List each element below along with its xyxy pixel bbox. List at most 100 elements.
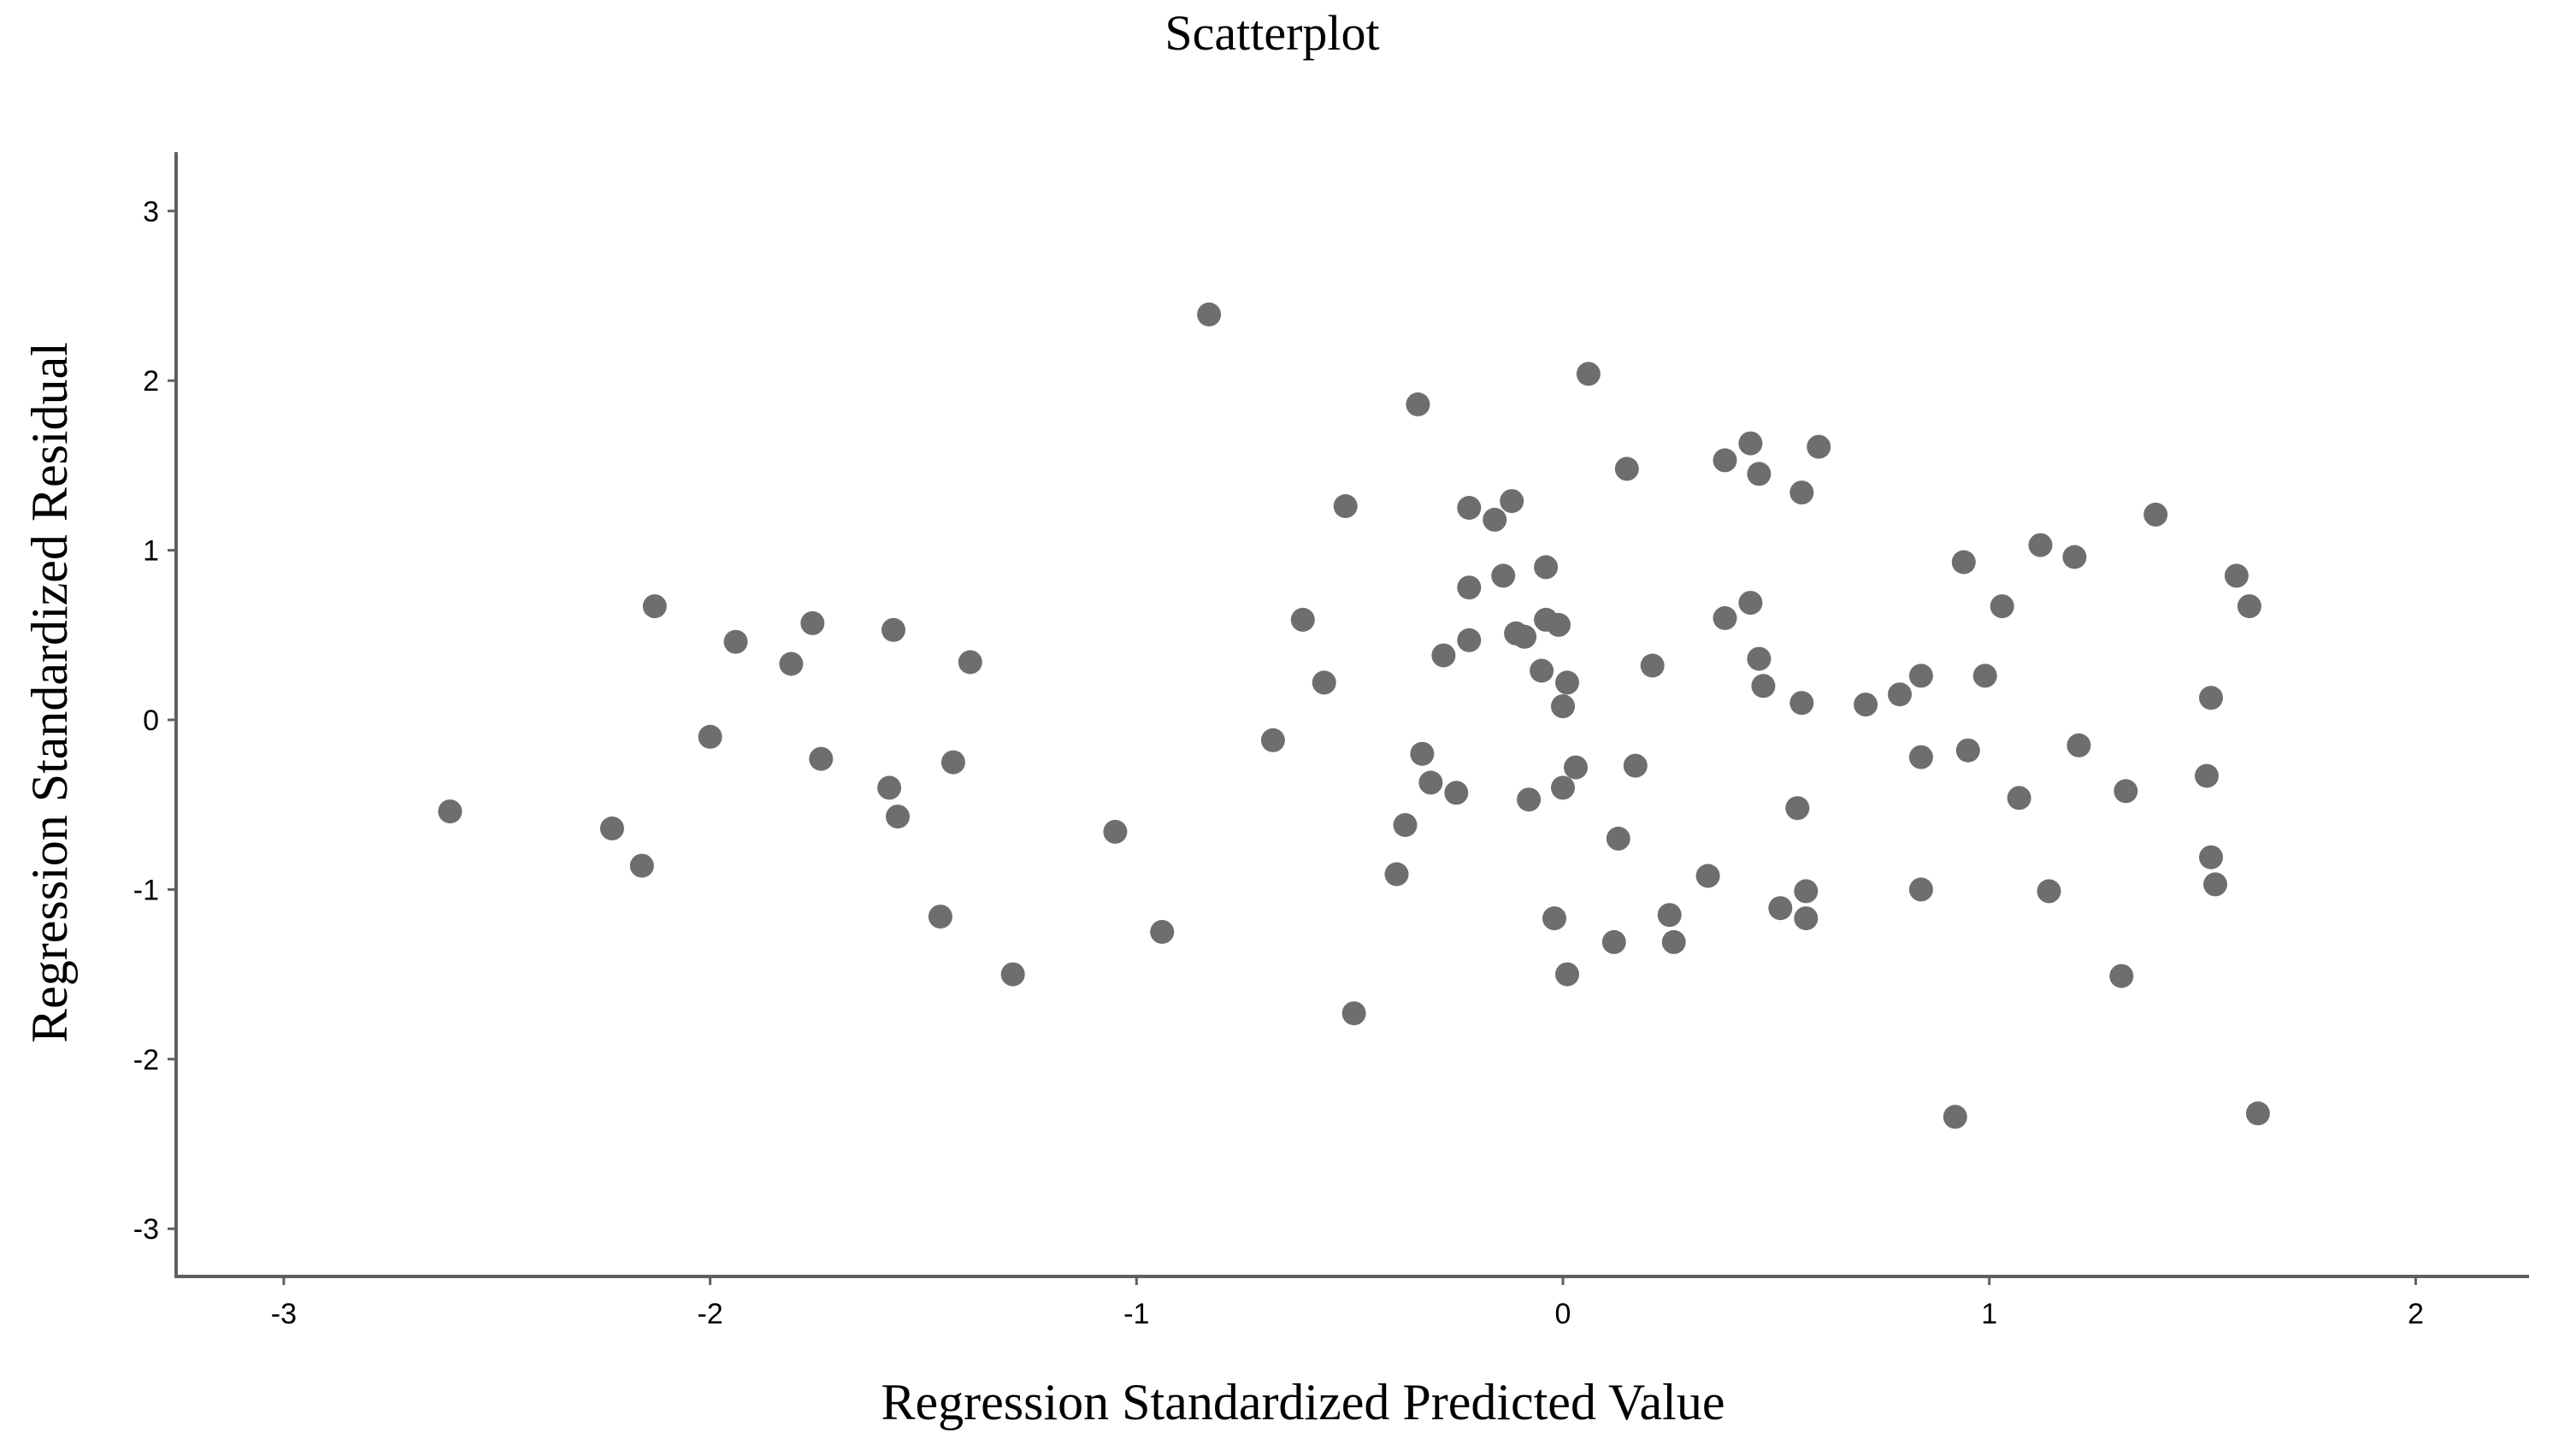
data-point <box>1431 643 1456 668</box>
y-tick-label: -2 <box>133 1044 159 1076</box>
x-tick-label: 0 <box>1555 1298 1571 1330</box>
y-axis-label: Regression Standardized Residual <box>21 342 78 1043</box>
data-point <box>1747 462 1772 486</box>
data-point <box>2007 786 2031 811</box>
data-point <box>779 651 804 676</box>
data-point <box>1406 392 1430 416</box>
data-point <box>1943 1105 1967 1129</box>
data-point <box>698 724 722 749</box>
data-point <box>2114 779 2138 804</box>
data-point <box>2143 502 2168 527</box>
data-point <box>881 617 905 642</box>
ticks: -3 -2 -1 0 1 2 -3 -2 -1 0 1 2 3 <box>133 196 2424 1330</box>
data-point <box>1457 575 1482 600</box>
data-point <box>1747 646 1772 671</box>
data-point <box>2067 733 2091 757</box>
data-point <box>1444 781 1469 805</box>
data-point <box>1789 691 1814 716</box>
data-point <box>1657 903 1682 928</box>
data-point <box>1542 906 1566 931</box>
data-point <box>1738 431 1763 456</box>
data-point <box>723 629 748 654</box>
data-point <box>886 805 910 829</box>
data-point <box>2237 594 2261 619</box>
data-point <box>1547 612 1571 637</box>
data-point <box>1794 906 1819 931</box>
data-point <box>2224 563 2249 588</box>
data-point <box>1551 694 1575 719</box>
data-point <box>1000 962 1025 987</box>
data-point <box>1517 787 1542 812</box>
data-point <box>2199 845 2223 869</box>
data-point <box>2199 686 2223 710</box>
data-point <box>1640 653 1665 678</box>
data-point <box>877 775 902 800</box>
x-tick-label: -3 <box>271 1298 297 1330</box>
data-point <box>1789 480 1814 505</box>
x-axis-label: Regression Standardized Predicted Value <box>881 1374 1725 1430</box>
x-tick-label: -1 <box>1123 1298 1149 1330</box>
data-point <box>1713 448 1737 473</box>
data-point <box>1713 606 1737 630</box>
data-point <box>642 594 667 619</box>
y-tick-label: 1 <box>143 535 159 568</box>
data-point <box>1606 826 1630 851</box>
data-point <box>1564 755 1588 780</box>
data-point <box>1341 1001 1366 1026</box>
data-point <box>1333 494 1358 518</box>
data-point <box>800 610 825 635</box>
data-point <box>1312 670 1336 695</box>
x-tick-label: -2 <box>697 1298 722 1330</box>
data-point <box>1738 591 1763 616</box>
data-point <box>1534 555 1559 580</box>
data-point <box>928 905 952 929</box>
data-point <box>1150 920 1175 944</box>
data-point <box>2245 1101 2270 1126</box>
data-point <box>2109 964 2134 988</box>
data-point <box>1908 877 1933 902</box>
y-tick-label: -3 <box>133 1213 159 1246</box>
data-point <box>1601 929 1626 954</box>
data-point <box>1290 607 1315 632</box>
data-point <box>1990 594 2014 619</box>
data-point <box>1807 434 1831 459</box>
data-point <box>629 853 654 878</box>
data-point <box>1410 741 1435 766</box>
x-tick-label: 2 <box>2408 1298 2424 1330</box>
data-point <box>1785 796 1810 821</box>
data-point <box>1197 302 1222 327</box>
data-point <box>1576 362 1601 386</box>
data-point <box>958 650 982 675</box>
data-point <box>2203 872 2227 897</box>
data-point <box>1695 864 1720 888</box>
data-point <box>940 750 965 775</box>
data-point <box>1260 728 1285 752</box>
data-point <box>1888 682 1912 707</box>
y-tick-label: -1 <box>133 874 159 906</box>
data-point <box>1555 962 1579 987</box>
data-point <box>1555 670 1579 695</box>
data-point <box>599 816 624 840</box>
data-point <box>1854 693 1878 717</box>
data-point <box>1614 457 1639 481</box>
data-point <box>438 799 463 824</box>
data-point <box>1457 496 1482 520</box>
data-point <box>1661 929 1686 954</box>
data-point <box>809 746 834 771</box>
x-tick-label: 1 <box>1981 1298 1997 1330</box>
data-point <box>1103 819 1128 844</box>
data-point <box>1972 663 1997 688</box>
data-point <box>1491 563 1516 588</box>
data-point <box>1393 813 1418 837</box>
chart-title: Scatterplot <box>1164 5 1379 61</box>
data-point <box>1908 745 1933 769</box>
data-point <box>1623 753 1648 778</box>
data-point <box>2195 763 2219 788</box>
data-point <box>1768 896 1793 921</box>
data-point <box>1483 507 1507 532</box>
data-point <box>1951 550 1976 575</box>
y-tick-label: 3 <box>143 196 159 228</box>
data-point <box>1500 489 1524 514</box>
y-tick-label: 0 <box>143 704 159 737</box>
data-point <box>1751 674 1776 699</box>
